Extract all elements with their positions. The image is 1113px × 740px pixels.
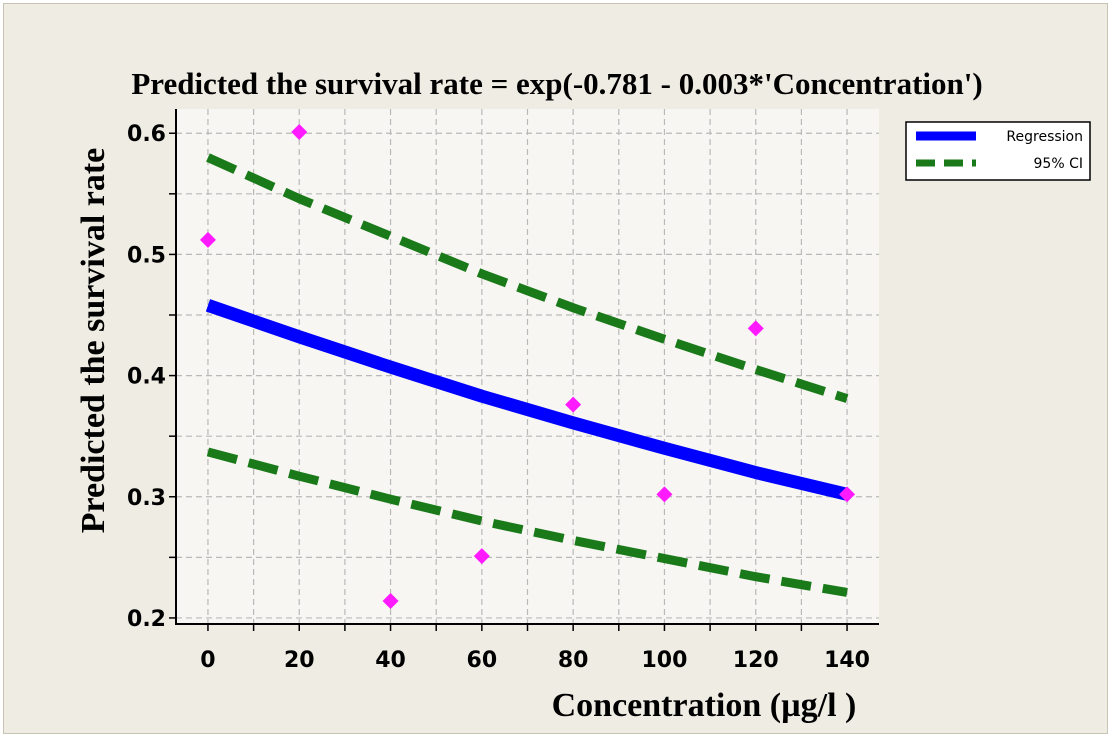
- ci-line: [206, 153, 849, 403]
- x-tick-label: 80: [558, 648, 589, 673]
- regression-line: [205, 299, 849, 501]
- legend-label: 95% CI: [1034, 156, 1083, 172]
- x-tick-label: 140: [824, 648, 870, 673]
- x-tick-label: 100: [641, 648, 687, 673]
- data-point-marker: [199, 231, 216, 248]
- x-axis-title: Concentration (µg/l ): [552, 687, 857, 724]
- ci-line: [206, 447, 848, 597]
- data-point-marker: [747, 320, 764, 337]
- chart-title: Predicted the survival rate = exp(-0.781…: [131, 66, 982, 101]
- data-point-marker: [382, 592, 399, 609]
- data-point-marker: [839, 486, 856, 503]
- data-point-marker: [656, 486, 673, 503]
- x-tick-label: 40: [375, 648, 406, 673]
- y-tick-label: 0.5: [127, 243, 166, 268]
- legend: Regression 95% CI: [905, 121, 1091, 181]
- data-point-marker: [565, 396, 582, 413]
- data-point-marker: [291, 124, 308, 141]
- x-tick-label: 60: [467, 648, 498, 673]
- y-tick-label: 0.2: [127, 607, 166, 632]
- x-tick-label: 20: [284, 648, 315, 673]
- x-tick-label: 120: [733, 648, 779, 673]
- y-tick-label: 0.4: [127, 365, 166, 390]
- y-tick-label: 0.3: [127, 486, 166, 511]
- legend-label: Regression: [1006, 129, 1083, 145]
- data-point-marker: [473, 548, 490, 565]
- y-tick-label: 0.6: [127, 122, 166, 147]
- chart-frame: Predicted the survival rate = exp(-0.781…: [3, 3, 1108, 734]
- x-tick-label: 0: [200, 648, 215, 673]
- y-axis-title: Predicted the survival rate: [75, 148, 112, 534]
- plot-background: [176, 109, 879, 624]
- plot-area: 0 20 40 60 80 100 120 140 0.2 0.3 0.4 0.5 0.6: [127, 109, 879, 673]
- chart-svg: Predicted the survival rate = exp(-0.781…: [75, 66, 1091, 724]
